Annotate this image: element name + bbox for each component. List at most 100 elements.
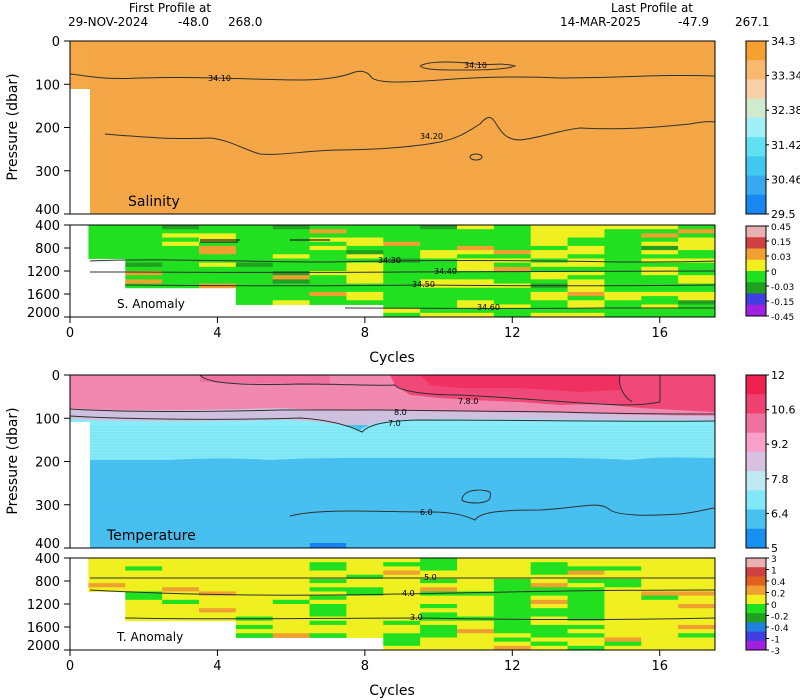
anomaly-cell [272,629,311,634]
anomaly-cell [272,266,311,272]
anomaly-cell [346,287,384,293]
anomaly-cell [604,275,642,280]
anomaly-cell [641,287,679,293]
anomaly-cell [641,262,679,268]
anomaly-cell [235,254,274,259]
colorbar-label: 0.45 [771,223,791,233]
anomaly-cell [420,604,458,609]
anomaly-cell [346,291,384,297]
temp-contour-label-4: 6.0 [420,508,433,517]
anomaly-cell [272,604,311,609]
x-tick-label: 12 [504,326,521,341]
anomaly-cell [309,633,347,638]
anomaly-cell [346,612,384,618]
anomaly-cell [604,608,642,613]
anomaly-cell [383,574,421,580]
anomaly-cell [678,245,715,251]
anomaly-cell [346,258,384,264]
y-tick-label: 100 [35,412,60,427]
anomaly-cell [383,241,421,247]
anomaly-cell [567,241,605,247]
x-tick-label: 16 [651,659,668,674]
anomaly-cell [309,591,347,597]
anomaly-cell [272,583,311,588]
anomaly-cell [199,262,237,268]
x-tick-label: 8 [361,659,369,674]
anomaly-cell [346,225,384,230]
anomaly-cell [493,620,532,626]
anomaly-cell [604,312,642,317]
temp-cold-spot [310,543,346,548]
anomaly-cell [457,241,495,247]
anomaly-cell [346,241,384,247]
x-tick-label: 4 [213,326,221,341]
anomaly-cell [125,570,163,576]
colorbar-swatch [746,41,766,61]
anomaly-cell [493,233,532,239]
anomaly-cell [309,245,347,251]
anomaly-cell [272,229,311,234]
anomaly-cell [420,637,458,643]
colorbar-label: 32.38 [771,104,800,117]
anomaly-cell [457,275,495,280]
ta-contour-40 [89,589,715,596]
salinity-y-axis: 0 100 200 300 400 [35,35,70,218]
anomaly-cell [530,604,569,609]
anomaly-cell [420,241,458,247]
anomaly-cell [125,254,163,259]
anomaly-cell [199,558,237,563]
anomaly-cell [641,641,679,647]
anomaly-cell [235,262,274,268]
anomaly-cell [346,608,384,613]
anomaly-cell [199,570,237,576]
anomaly-cell [383,608,421,613]
colorbar-swatch [746,576,766,587]
temp-contour-78 [199,375,661,406]
colorbar-swatch [746,631,766,642]
anomaly-cell [272,633,311,638]
anomaly-cell [604,574,642,580]
anomaly-cell [493,562,532,567]
anomaly-cell [530,254,569,259]
anomaly-cell [457,296,495,301]
colorbar-swatch [746,98,766,119]
anomaly-cell [493,300,532,305]
anomaly-cell [567,287,605,293]
anomaly-cell [235,279,274,285]
anomaly-cell [162,574,200,580]
anomaly-cell [125,262,163,268]
anomaly-cell [162,258,200,264]
anomaly-cell [235,233,274,239]
anomaly-cell [678,574,715,580]
anomaly-cell [125,237,163,243]
anomaly-cell [420,599,458,605]
anomaly-cell [162,562,200,567]
anomaly-cell [309,266,347,272]
anomaly-cell [420,304,458,310]
anomaly-cell [493,250,532,255]
anomaly-cell [678,612,715,618]
anomaly-cell [383,225,421,230]
anomaly-cell [383,296,421,301]
anomaly-cell [420,245,458,251]
anomaly-cell [383,612,421,618]
anomaly-cell [346,587,384,592]
anomaly-cell [567,566,605,572]
anomaly-cell [383,566,421,572]
salinity-contour-label-2: 34.10 [464,61,487,70]
anomaly-cell [457,599,495,605]
anomaly-cell [457,262,495,268]
anomaly-cell [88,225,126,230]
temp-colorbar: 12 10.6 9.2 7.8 6.4 5 [745,369,796,555]
anomaly-cell [383,283,421,289]
anomaly-cell [309,300,347,305]
anomaly-cell [530,645,569,650]
anomaly-cell [493,291,532,297]
colorbar-swatch [746,375,766,395]
anomaly-cell [530,558,569,563]
anomaly-cell [383,629,421,634]
anomaly-cell [235,241,274,247]
anomaly-cell [309,612,347,618]
colorbar-swatch [746,622,766,633]
anomaly-cell [383,645,421,650]
